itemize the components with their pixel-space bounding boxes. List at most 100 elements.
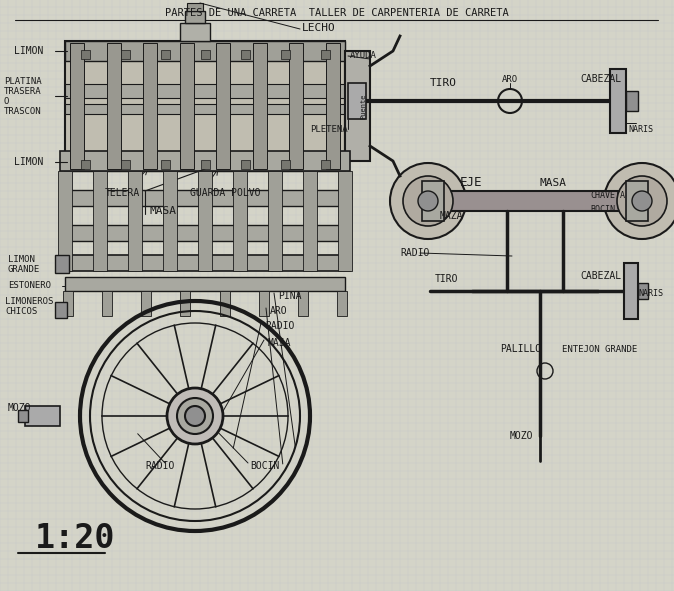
Text: BOCIN: BOCIN (250, 461, 280, 471)
Bar (60, 255, 350, 271)
Circle shape (177, 398, 213, 434)
Bar (81, 160, 90, 169)
Text: GRANDE: GRANDE (8, 265, 40, 274)
Circle shape (617, 176, 667, 226)
Bar (345, 51, 370, 161)
Bar (624, 263, 638, 319)
Bar (281, 50, 290, 59)
Text: Puente: Puente (360, 93, 366, 119)
Bar (185, 11, 205, 23)
Bar (65, 104, 345, 114)
Circle shape (632, 191, 652, 211)
Bar (321, 50, 330, 59)
Bar (201, 50, 210, 59)
Bar (281, 160, 290, 169)
Bar (25, 406, 60, 426)
Text: NARIS: NARIS (628, 125, 653, 134)
Bar (638, 283, 648, 299)
Bar (187, 3, 203, 11)
Bar (121, 50, 130, 59)
Bar (220, 291, 230, 316)
Bar (55, 302, 67, 318)
Bar (161, 50, 170, 59)
Text: TRASCON: TRASCON (4, 106, 42, 115)
Bar (106, 43, 121, 169)
Bar (241, 50, 250, 59)
Text: AYUDA: AYUDA (350, 51, 377, 60)
Bar (253, 43, 267, 169)
Text: RADIO: RADIO (400, 248, 429, 258)
Bar (65, 84, 345, 98)
Bar (60, 190, 350, 206)
Text: MAZA: MAZA (440, 211, 464, 221)
Circle shape (167, 388, 223, 444)
Text: CHICOS: CHICOS (5, 307, 37, 316)
Text: NARIS: NARIS (638, 290, 663, 298)
Bar (298, 291, 308, 316)
Text: RADIO: RADIO (145, 461, 175, 471)
Bar (163, 171, 177, 271)
Text: MASA: MASA (268, 338, 291, 348)
Bar (55, 255, 69, 273)
Circle shape (403, 176, 453, 226)
Text: TRASERA: TRASERA (4, 86, 42, 96)
Bar (58, 171, 72, 271)
Text: CABEZAL: CABEZAL (580, 74, 621, 84)
Bar (180, 43, 193, 169)
Bar (241, 160, 250, 169)
Text: BOCIN: BOCIN (590, 204, 615, 213)
Text: CHAVETA: CHAVETA (590, 191, 625, 200)
Bar (60, 225, 350, 241)
Text: 1:20: 1:20 (35, 522, 115, 556)
Text: EJE: EJE (460, 177, 483, 190)
Bar (233, 171, 247, 271)
Circle shape (418, 191, 438, 211)
Bar (321, 160, 330, 169)
Bar (102, 291, 112, 316)
Bar (161, 160, 170, 169)
Bar (201, 160, 210, 169)
Text: TIRO: TIRO (430, 78, 457, 88)
Bar (81, 50, 90, 59)
Bar (63, 291, 73, 316)
Bar (268, 171, 282, 271)
Bar (626, 91, 638, 111)
Bar (93, 171, 107, 271)
Bar (338, 171, 352, 271)
Text: LECHO: LECHO (302, 23, 336, 33)
Bar (70, 43, 84, 169)
Text: TELERA: TELERA (105, 188, 140, 198)
Bar (143, 43, 157, 169)
Bar (259, 291, 269, 316)
Text: PARTES DE UNA CARRETA  TALLER DE CARPENTERIA DE CARRETA: PARTES DE UNA CARRETA TALLER DE CARPENTE… (165, 8, 509, 18)
Text: CABEZAL: CABEZAL (580, 271, 621, 281)
Bar (289, 43, 303, 169)
Text: MOZO: MOZO (8, 403, 32, 413)
Text: MASA: MASA (540, 178, 567, 188)
Bar (18, 410, 28, 422)
Circle shape (390, 163, 466, 239)
Bar (65, 41, 345, 171)
Bar (181, 291, 191, 316)
Text: PLETENA: PLETENA (310, 125, 348, 134)
Bar (65, 41, 345, 61)
Bar (450, 191, 620, 211)
Bar (60, 151, 350, 171)
Bar (626, 181, 648, 221)
Bar (610, 69, 626, 133)
Text: ENTEJON GRANDE: ENTEJON GRANDE (562, 345, 637, 353)
Bar (216, 43, 231, 169)
Text: ARO: ARO (502, 74, 518, 83)
Bar (65, 153, 345, 171)
Bar (65, 277, 345, 291)
Text: PINA: PINA (278, 291, 301, 301)
Bar (326, 43, 340, 169)
Text: MASA: MASA (150, 206, 177, 216)
Bar (142, 291, 151, 316)
Bar (128, 171, 142, 271)
Bar (198, 171, 212, 271)
Bar (303, 171, 317, 271)
Text: LIMON: LIMON (14, 46, 43, 56)
Text: ARO: ARO (270, 306, 288, 316)
Bar (121, 160, 130, 169)
